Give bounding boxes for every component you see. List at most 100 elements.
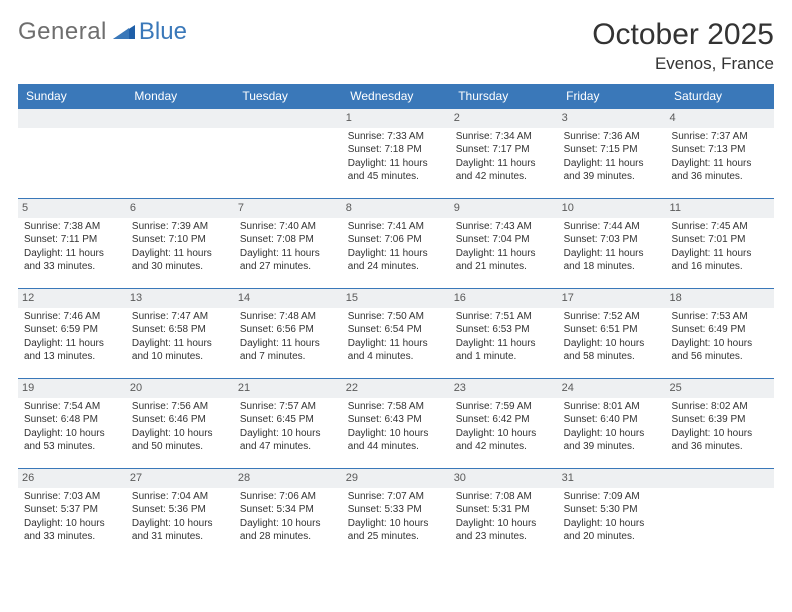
day-cell: 4Sunrise: 7:37 AMSunset: 7:13 PMDaylight… (666, 109, 774, 199)
sunset-text: Sunset: 7:03 PM (564, 233, 660, 247)
daylight-text: Daylight: 11 hours and 30 minutes. (132, 247, 228, 274)
day-number: 23 (450, 379, 558, 398)
daylight-text: Daylight: 11 hours and 18 minutes. (564, 247, 660, 274)
day-cell: 5Sunrise: 7:38 AMSunset: 7:11 PMDaylight… (18, 199, 126, 289)
sunrise-text: Sunrise: 7:50 AM (348, 310, 444, 324)
daylight-text: Daylight: 10 hours and 36 minutes. (672, 427, 768, 454)
sunset-text: Sunset: 5:33 PM (348, 503, 444, 517)
sunrise-text: Sunrise: 7:52 AM (564, 310, 660, 324)
day-number: 17 (558, 289, 666, 308)
sunset-text: Sunset: 7:04 PM (456, 233, 552, 247)
day-number-empty (18, 109, 126, 128)
weekday-header: Sunday (18, 84, 126, 109)
daylight-text: Daylight: 10 hours and 23 minutes. (456, 517, 552, 544)
day-number: 12 (18, 289, 126, 308)
day-cell: 8Sunrise: 7:41 AMSunset: 7:06 PMDaylight… (342, 199, 450, 289)
day-number: 9 (450, 199, 558, 218)
sunrise-text: Sunrise: 7:47 AM (132, 310, 228, 324)
day-number: 21 (234, 379, 342, 398)
day-cell: 25Sunrise: 8:02 AMSunset: 6:39 PMDayligh… (666, 379, 774, 469)
day-number: 19 (18, 379, 126, 398)
day-cell (18, 109, 126, 199)
sunset-text: Sunset: 6:39 PM (672, 413, 768, 427)
day-cell: 23Sunrise: 7:59 AMSunset: 6:42 PMDayligh… (450, 379, 558, 469)
sunset-text: Sunset: 5:37 PM (24, 503, 120, 517)
daylight-text: Daylight: 10 hours and 33 minutes. (24, 517, 120, 544)
daylight-text: Daylight: 10 hours and 44 minutes. (348, 427, 444, 454)
sunrise-text: Sunrise: 7:34 AM (456, 130, 552, 144)
sunset-text: Sunset: 6:46 PM (132, 413, 228, 427)
calendar-body: 1Sunrise: 7:33 AMSunset: 7:18 PMDaylight… (18, 109, 774, 559)
sunset-text: Sunset: 6:40 PM (564, 413, 660, 427)
day-cell: 14Sunrise: 7:48 AMSunset: 6:56 PMDayligh… (234, 289, 342, 379)
sunrise-text: Sunrise: 7:53 AM (672, 310, 768, 324)
sunrise-text: Sunrise: 8:01 AM (564, 400, 660, 414)
day-number: 28 (234, 469, 342, 488)
day-number: 20 (126, 379, 234, 398)
sunrise-text: Sunrise: 7:44 AM (564, 220, 660, 234)
day-number: 11 (666, 199, 774, 218)
sunset-text: Sunset: 5:34 PM (240, 503, 336, 517)
day-number: 29 (342, 469, 450, 488)
sunset-text: Sunset: 7:01 PM (672, 233, 768, 247)
day-number: 5 (18, 199, 126, 218)
day-number: 31 (558, 469, 666, 488)
sunset-text: Sunset: 7:08 PM (240, 233, 336, 247)
daylight-text: Daylight: 11 hours and 33 minutes. (24, 247, 120, 274)
daylight-text: Daylight: 11 hours and 27 minutes. (240, 247, 336, 274)
daylight-text: Daylight: 11 hours and 42 minutes. (456, 157, 552, 184)
title-block: October 2025 Evenos, France (592, 18, 774, 74)
day-cell: 22Sunrise: 7:58 AMSunset: 6:43 PMDayligh… (342, 379, 450, 469)
daylight-text: Daylight: 11 hours and 16 minutes. (672, 247, 768, 274)
week-row: 1Sunrise: 7:33 AMSunset: 7:18 PMDaylight… (18, 109, 774, 199)
sunrise-text: Sunrise: 7:48 AM (240, 310, 336, 324)
day-cell: 7Sunrise: 7:40 AMSunset: 7:08 PMDaylight… (234, 199, 342, 289)
sunset-text: Sunset: 6:49 PM (672, 323, 768, 337)
daylight-text: Daylight: 11 hours and 45 minutes. (348, 157, 444, 184)
sunrise-text: Sunrise: 7:38 AM (24, 220, 120, 234)
day-number: 10 (558, 199, 666, 218)
day-cell: 1Sunrise: 7:33 AMSunset: 7:18 PMDaylight… (342, 109, 450, 199)
sunrise-text: Sunrise: 7:07 AM (348, 490, 444, 504)
day-cell: 10 Sunrise: 7:44 AMSunset: 7:03 PMDayligh… (558, 199, 666, 289)
weekday-header: Tuesday (234, 84, 342, 109)
sunrise-text: Sunrise: 8:02 AM (672, 400, 768, 414)
day-number: 3 (558, 109, 666, 128)
day-cell: 20Sunrise: 7:56 AMSunset: 6:46 PMDayligh… (126, 379, 234, 469)
daylight-text: Daylight: 10 hours and 20 minutes. (564, 517, 660, 544)
sunrise-text: Sunrise: 7:37 AM (672, 130, 768, 144)
day-cell: 15Sunrise: 7:50 AMSunset: 6:54 PMDayligh… (342, 289, 450, 379)
sunrise-text: Sunrise: 7:08 AM (456, 490, 552, 504)
daylight-text: Daylight: 10 hours and 58 minutes. (564, 337, 660, 364)
day-number: 8 (342, 199, 450, 218)
day-cell: 3Sunrise: 7:36 AMSunset: 7:15 PMDaylight… (558, 109, 666, 199)
weekday-header: Wednesday (342, 84, 450, 109)
sunrise-text: Sunrise: 7:33 AM (348, 130, 444, 144)
day-cell (666, 469, 774, 559)
day-number: 18 (666, 289, 774, 308)
sunset-text: Sunset: 7:10 PM (132, 233, 228, 247)
sunrise-text: Sunrise: 7:56 AM (132, 400, 228, 414)
sunset-text: Sunset: 6:45 PM (240, 413, 336, 427)
sunset-text: Sunset: 6:51 PM (564, 323, 660, 337)
day-number: 4 (666, 109, 774, 128)
sunrise-text: Sunrise: 7:51 AM (456, 310, 552, 324)
day-cell: 24Sunrise: 8:01 AMSunset: 6:40 PMDayligh… (558, 379, 666, 469)
day-number: 16 (450, 289, 558, 308)
weekday-header: Friday (558, 84, 666, 109)
logo-word1: General (18, 18, 107, 46)
sunset-text: Sunset: 6:54 PM (348, 323, 444, 337)
weekday-header-row: SundayMondayTuesdayWednesdayThursdayFrid… (18, 84, 774, 109)
day-number: 24 (558, 379, 666, 398)
daylight-text: Daylight: 11 hours and 21 minutes. (456, 247, 552, 274)
daylight-text: Daylight: 10 hours and 53 minutes. (24, 427, 120, 454)
day-cell: 17 Sunrise: 7:52 AMSunset: 6:51 PMDayligh… (558, 289, 666, 379)
day-cell: 11Sunrise: 7:45 AMSunset: 7:01 PMDayligh… (666, 199, 774, 289)
sunrise-text: Sunrise: 7:58 AM (348, 400, 444, 414)
weekday-header: Thursday (450, 84, 558, 109)
day-number-empty (126, 109, 234, 128)
day-cell: 13Sunrise: 7:47 AMSunset: 6:58 PMDayligh… (126, 289, 234, 379)
day-number-empty (234, 109, 342, 128)
day-number: 30 (450, 469, 558, 488)
week-row: 26Sunrise: 7:03 AMSunset: 5:37 PMDayligh… (18, 469, 774, 559)
